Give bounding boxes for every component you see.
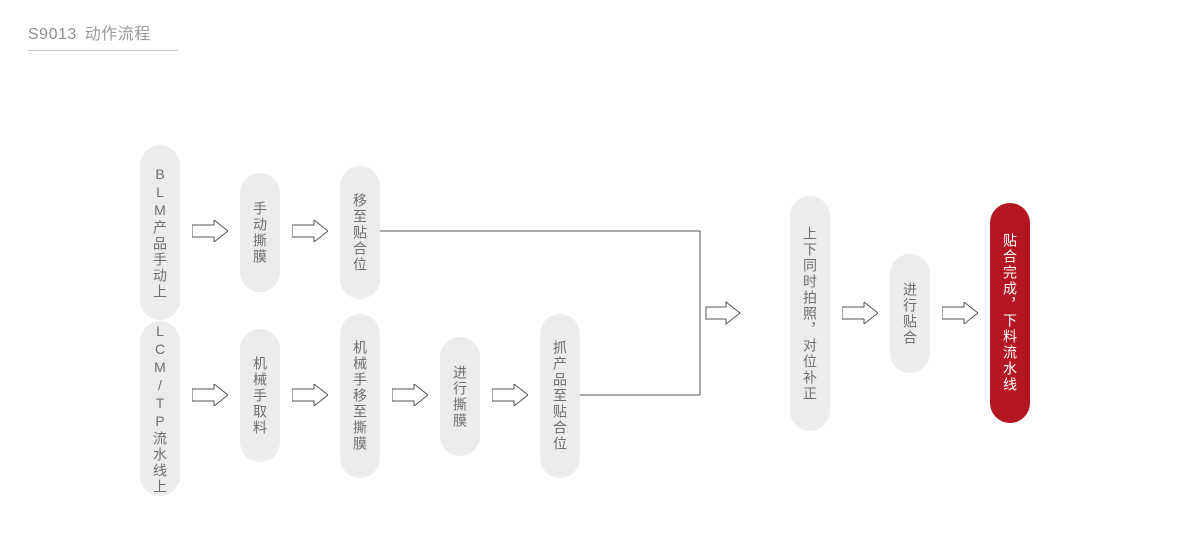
flow-node-top1: BLM产品手动上 <box>140 145 180 320</box>
arrow-right-icon <box>192 220 228 242</box>
arrow-right-icon <box>842 302 878 324</box>
arrow-right-icon <box>292 220 328 242</box>
flow-node-top3: 移至贴合位 <box>340 166 380 299</box>
arrow-right-icon <box>942 302 978 324</box>
flow-node-m3: 贴合完成，下料流水线 <box>990 203 1030 423</box>
flow-node-m2: 进行贴合 <box>890 254 930 373</box>
flow-node-bot3: 机械手移至撕膜 <box>340 314 380 478</box>
flowchart-canvas: BLM产品手动上 手动撕膜 移至贴合位 LCM/TP流水线上 机械手取料 机械手移至撕膜 进… <box>0 0 1200 544</box>
merge-connector <box>380 211 830 420</box>
arrow-right-icon <box>192 384 228 406</box>
flow-node-bot1: LCM/TP流水线上 <box>140 321 180 496</box>
flow-node-top2: 手动撕膜 <box>240 173 280 292</box>
flow-node-bot2: 机械手取料 <box>240 329 280 462</box>
arrow-right-icon <box>292 384 328 406</box>
